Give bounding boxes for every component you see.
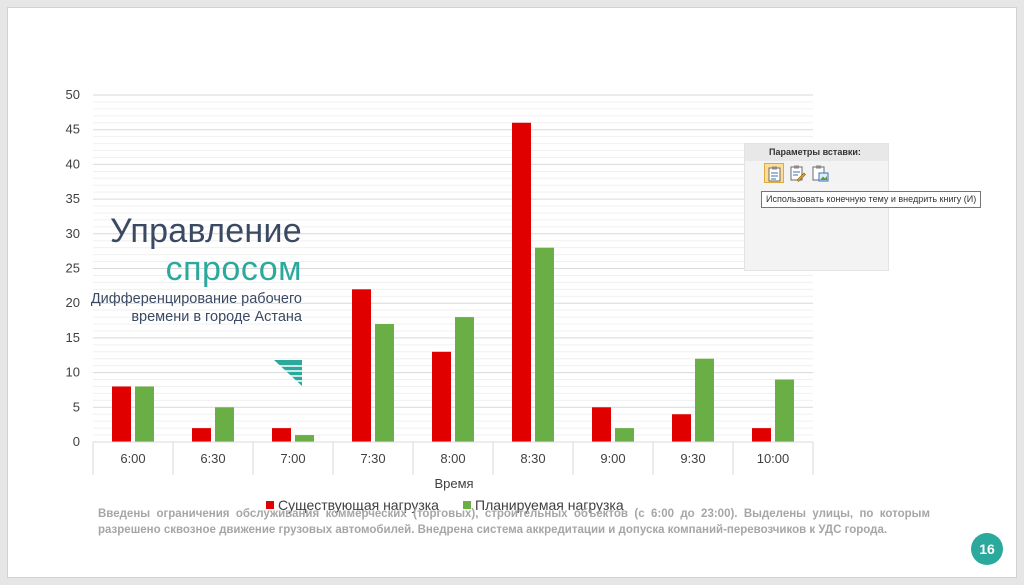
y-tick-label: 5 [73,399,80,414]
slide-body-text: Введены ограничения обслуживания коммерч… [98,508,930,536]
y-tick-label: 10 [66,365,80,380]
y-tick-label: 50 [66,87,80,102]
x-tick-label: 9:00 [600,451,625,466]
x-axis-ticks: 6:00 6:30 7:00 7:30 8:00 8:30 9:00 9:30 10:00 [92,442,814,475]
legend-swatch-series-2 [463,501,471,509]
bar-series-1-9-30 [672,414,691,442]
bar-series-2-9-30 [695,358,714,442]
bar-series-1-8-00 [432,351,451,442]
decorative-stripes-icon [274,360,303,386]
paste-keep-source-icon [790,165,806,182]
bar-series-1-8-30 [512,122,531,442]
bar-series-2-6-00 [135,386,154,442]
bar-series-1-7-00 [272,428,291,442]
bar-series-2-7-30 [375,324,394,442]
legend-label-series-2: Планируемая нагрузка [475,497,624,513]
slide-number-badge: 16 [971,533,1003,565]
bar-series-1-10-00 [752,428,771,442]
x-tick-label: 8:00 [440,451,465,466]
y-tick-label: 20 [66,295,80,310]
legend-label-series-1: Существующая нагрузка [278,497,439,513]
bar-series-1-9-00 [592,407,611,442]
x-tick-label: 8:30 [520,451,545,466]
paste-keep-destination-icon [768,166,781,182]
y-axis-ticks: 0 5 10 15 20 25 30 35 40 45 50 [66,87,80,449]
bar-series-2-6-30 [215,407,234,442]
paste-options-title: Параметры вставки: [745,144,888,161]
paste-keep-destination-button[interactable] [764,163,784,183]
y-tick-label: 30 [66,226,80,241]
bar-series-2-9-00 [615,428,634,442]
overlay-subtitle: Дифференцирование рабочего времени в гор… [90,291,302,325]
bar-series-2-8-30 [535,247,554,442]
bar-series-1-6-00 [112,386,131,442]
paste-tooltip: Использовать конечную тему и внедрить кн… [761,191,982,208]
bar-series-2-8-00 [455,317,474,442]
overlay-title-main: Управление [109,212,302,250]
y-tick-label: 35 [66,191,80,206]
x-tick-label: 9:30 [680,451,705,466]
chart-bars [112,122,794,442]
bar-series-2-7-00 [295,435,314,442]
y-tick-label: 15 [66,330,80,345]
paste-keep-source-button[interactable] [787,163,807,183]
bar-series-2-10-00 [775,379,794,442]
y-tick-label: 40 [66,156,80,171]
x-tick-label: 7:00 [280,451,305,466]
x-tick-label: 7:30 [360,451,385,466]
paste-picture-icon [812,165,829,182]
y-tick-label: 25 [66,261,80,276]
y-tick-label: 0 [73,434,80,449]
overlay-title-accent: спросом [165,250,302,288]
overlay-title-block: Управление спросом Дифференцирование раб… [80,212,302,326]
legend-swatch-series-1 [266,501,274,509]
bar-series-1-6-30 [192,428,211,442]
x-axis-label: Время [434,476,473,491]
chart-legend: Существующая нагрузка Планируемая нагруз… [266,497,624,513]
bar-series-1-7-30 [352,289,371,442]
x-tick-label: 10:00 [757,451,790,466]
x-tick-label: 6:00 [120,451,145,466]
y-tick-label: 45 [66,122,80,137]
x-tick-label: 6:30 [200,451,225,466]
paste-picture-button[interactable] [810,163,830,183]
